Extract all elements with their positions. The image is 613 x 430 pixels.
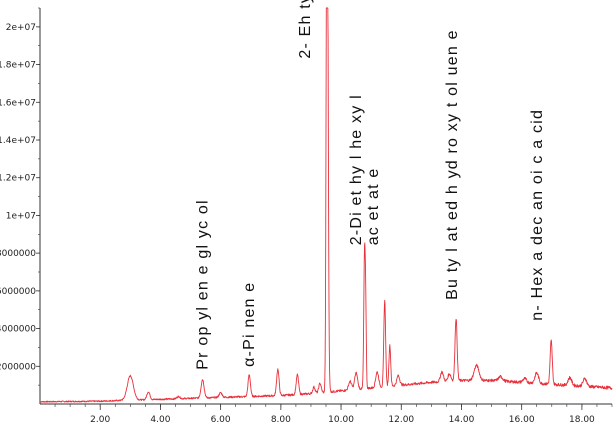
peak-label: 2- Eh ty l he xa no l	[297, 0, 314, 59]
peak-label: Bu ty l at ed h yd ro xy t ol uen e	[444, 29, 461, 300]
y-tick-label: 1e+07	[6, 211, 36, 221]
peak-label: 2-Di et hy l he xy l	[348, 94, 365, 245]
tic-trace-line	[39, 7, 613, 403]
y-tick-label: 2e+07	[6, 23, 36, 33]
y-tick-label: 1.2e+07	[0, 174, 36, 184]
y-tick-label: 1.4e+07	[0, 136, 36, 146]
x-tick-label: 2.00	[90, 415, 110, 425]
peak-label: Pr op yl en e gl yc ol	[195, 199, 212, 369]
y-tick-label: 6000000	[0, 287, 36, 297]
chart-axes: 2.00 4.00 6.00 8.00 10.00 12.00 14.00 16.00 18.0…	[0, 7, 613, 425]
peak-label: α-Pi nen e	[241, 282, 258, 367]
x-tick-label: 8.00	[271, 415, 291, 425]
peak-label: n- Hex a dec an oi c a cid	[529, 109, 546, 321]
x-tick-label: 6.00	[211, 415, 231, 425]
x-tick-label: 14.00	[449, 415, 475, 425]
x-tick-label: 12.00	[388, 415, 414, 425]
y-tick-label: 4000000	[0, 325, 36, 335]
peak-label: ac et at e	[365, 167, 382, 245]
x-tick-label: 4.00	[150, 415, 170, 425]
x-tick-label: 10.00	[328, 415, 354, 425]
peak-labels: Pr op yl en e gl yc ol α-Pi nen e 2- Eh ty…	[195, 0, 547, 370]
x-tick-label: 18.00	[569, 415, 595, 425]
y-tick-label: 1.6e+07	[0, 98, 36, 108]
y-tick-label: 8000000	[0, 249, 36, 259]
y-tick-label: 1.8e+07	[0, 61, 36, 71]
x-tick-label: 16.00	[509, 415, 535, 425]
y-tick-label: 2000000	[0, 362, 36, 372]
chromatogram-trace	[39, 7, 613, 403]
